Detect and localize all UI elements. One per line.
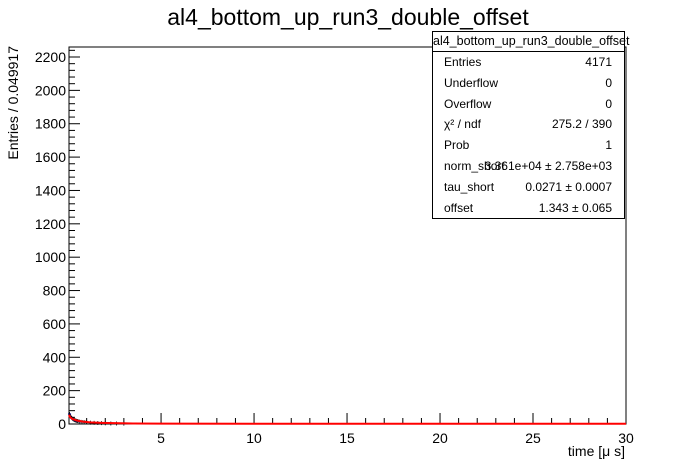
x-axis-label: time [μ s] — [568, 443, 625, 459]
y-tick-label: 1000 — [35, 249, 66, 265]
y-tick-label: 1600 — [35, 149, 66, 165]
x-tick-label: 5 — [157, 430, 165, 446]
y-tick-label: 400 — [43, 349, 67, 365]
y-tick-label: 1800 — [35, 116, 66, 132]
chart-title: al4_bottom_up_run3_double_offset — [167, 4, 529, 30]
stats-value: 275.2 / 390 — [551, 117, 612, 132]
stats-value: 0 — [605, 96, 612, 111]
stats-value: 4171 — [585, 55, 612, 69]
stats-label: Entries — [444, 55, 482, 69]
y-tick-label: 2000 — [35, 82, 66, 98]
x-axis-ticks: 5 10 15 20 25 30 — [86, 413, 634, 446]
stats-row-overflow: Overflow 0 — [433, 94, 624, 115]
x-tick-label: 10 — [246, 430, 262, 446]
stats-label: Prob — [444, 138, 470, 153]
stats-row-tau-short: tau_short 0.0271 ± 0.0007 — [433, 177, 624, 198]
x-tick-label: 25 — [525, 430, 541, 446]
x-tick-label: 15 — [339, 430, 355, 446]
y-tick-label: 1200 — [35, 216, 66, 232]
fit-curve — [68, 414, 626, 425]
y-tick-label: 2200 — [35, 49, 66, 65]
y-tick-label: 800 — [43, 283, 67, 299]
stats-box: al4_bottom_up_run3_double_offset Entries… — [432, 31, 629, 219]
stats-row-offset: offset 1.343 ± 0.065 — [433, 198, 624, 219]
y-axis-label: Entries / 0.049917 — [5, 46, 21, 160]
y-tick-label: 200 — [43, 383, 67, 399]
stats-label: tau_short — [444, 179, 495, 194]
stats-value: 3.361e+04 ± 2.758e+03 — [484, 158, 612, 173]
stats-value: 0.0271 ± 0.0007 — [525, 179, 612, 194]
y-axis-ticks: 0 200 400 600 800 1000 1200 1400 1600 1800 2000 220… — [35, 49, 80, 432]
stats-value: 0 — [605, 75, 612, 90]
stats-value: 1 — [605, 138, 612, 153]
stats-row-norm-short: norm_short 3.361e+04 ± 2.758e+03 — [433, 156, 624, 177]
x-tick-label: 20 — [432, 430, 448, 446]
y-tick-label: 600 — [43, 316, 67, 332]
stats-label: norm_short — [444, 158, 505, 173]
stats-label: Underflow — [444, 75, 499, 90]
stats-value: 1.343 ± 0.065 — [538, 200, 612, 215]
x-tick-label: 30 — [618, 430, 634, 446]
stats-label: χ² / ndf — [444, 117, 481, 132]
stats-row-entries: Entries 4171 — [433, 52, 624, 73]
series-layer — [68, 411, 626, 426]
stats-label: Overflow — [444, 96, 492, 111]
y-tick-label: 0 — [58, 416, 66, 432]
stats-label: offset — [444, 200, 474, 215]
stats-row-chi2: χ² / ndf 275.2 / 390 — [433, 114, 624, 135]
stats-row-prob: Prob 1 — [433, 135, 624, 156]
stats-box-title: al4_bottom_up_run3_double_offset — [433, 32, 629, 52]
y-tick-label: 1400 — [35, 182, 66, 198]
stats-row-underflow: Underflow 0 — [433, 73, 624, 94]
